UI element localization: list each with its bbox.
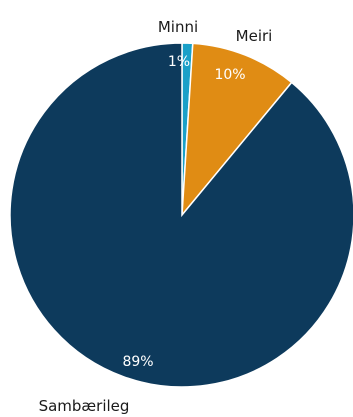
slice-category-label-minni: Minni [158,18,198,36]
pie-slice-meiri [181,42,293,218]
slice-category-label-meiri: Meiri [236,27,273,45]
slice-value-label-sambaerileg: 89% [122,354,153,370]
slice-value-label-minni: 1% [168,54,190,70]
slice-category-label-sambaerileg: Sambærileg [39,397,130,415]
pie-slice-samb-rileg [9,42,353,388]
pie-slices [9,42,353,388]
slice-value-label-meiri: 10% [214,67,245,83]
